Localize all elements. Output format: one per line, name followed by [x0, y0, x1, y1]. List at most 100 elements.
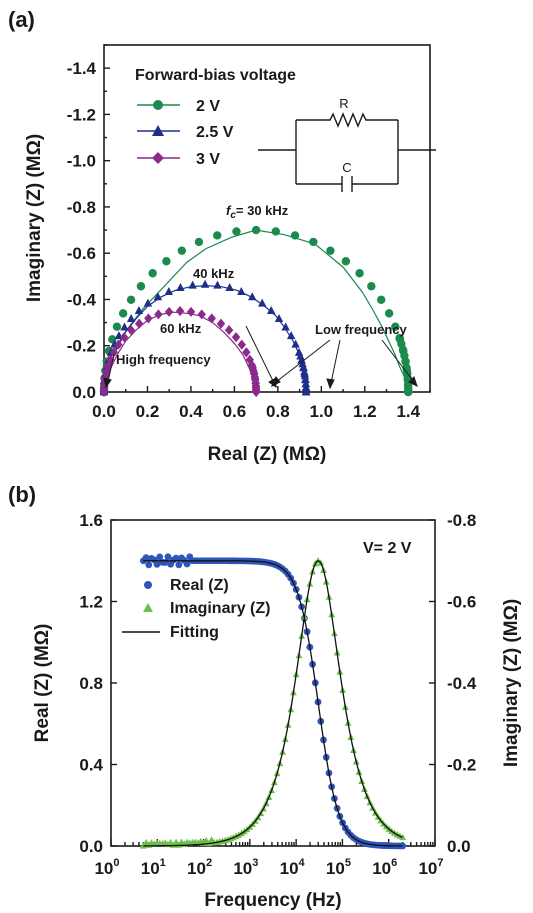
data-point	[207, 313, 216, 324]
fc-value: = 30 kHz	[236, 203, 289, 218]
data-point	[291, 339, 300, 348]
x-tick-label: 106	[372, 857, 397, 878]
data-point	[143, 298, 153, 307]
x-tick-exponent: 5	[345, 857, 351, 869]
legend-label-3v: 3 V	[196, 151, 220, 168]
y-tick-label: -0.2	[67, 337, 96, 356]
legend-marker-imaginary	[143, 603, 153, 612]
data-point	[248, 292, 257, 301]
panel-b-plot-frame	[110, 519, 436, 847]
legend-label-imaginary: Imaginary (Z)	[170, 600, 270, 617]
x-tick-exponent: 1	[160, 857, 166, 869]
x-tick-base: 10	[280, 859, 299, 878]
data-point-real	[175, 561, 183, 569]
panel-a-y-axis-label: Imaginary (Z) (MΩ)	[24, 134, 45, 302]
data-point	[251, 225, 261, 235]
data-point	[213, 231, 222, 240]
data-point-real	[183, 560, 191, 568]
data-point	[200, 279, 210, 288]
arrow-low-3v	[275, 339, 331, 383]
y-tick-label: 0.4	[79, 756, 103, 775]
legend-entry-3v: 3 V	[137, 151, 220, 168]
annotation-low-frequency: Low frequency	[315, 322, 408, 337]
data-point-real	[153, 560, 161, 568]
data-point	[341, 257, 351, 266]
data-point	[403, 381, 413, 391]
data-point	[101, 368, 111, 379]
data-point	[237, 339, 246, 350]
x-tick-label: 1.0	[310, 402, 334, 421]
panel-b-right-y-axis-label: Imaginary (Z) (MΩ)	[501, 599, 522, 767]
annotation-arrows	[103, 325, 418, 390]
x-tick-label: 0.8	[266, 402, 290, 421]
data-point	[404, 387, 413, 397]
series-real-z	[139, 553, 407, 850]
panel-b-y-axis-label: Real (Z) (MΩ)	[32, 624, 53, 743]
arrow-low-2-5v	[330, 339, 341, 384]
panel-b-legend: Real (Z) Imaginary (Z) Fitting	[122, 577, 270, 641]
legend-marker-3v	[152, 152, 164, 164]
legend-marker-2v	[153, 100, 163, 110]
data-point	[245, 354, 255, 365]
x-tick-exponent: 4	[299, 857, 306, 869]
data-point	[301, 383, 311, 392]
x-tick-exponent: 7	[437, 857, 443, 869]
panel-a-plot-frame	[103, 44, 431, 393]
data-point-real	[399, 842, 407, 850]
data-point	[148, 269, 157, 278]
data-point	[266, 306, 276, 315]
data-point	[231, 332, 241, 343]
y-tick-label: -0.4	[67, 290, 97, 309]
x-tick-base: 10	[233, 859, 252, 878]
data-point	[242, 347, 251, 358]
data-point	[153, 292, 163, 301]
data-point	[126, 325, 136, 336]
fitting-real-line	[143, 560, 403, 847]
data-point	[301, 375, 310, 384]
data-point	[109, 347, 118, 358]
data-point	[326, 246, 335, 255]
data-point	[281, 322, 290, 331]
data-point	[271, 227, 281, 236]
data-point	[186, 306, 196, 317]
data-point	[112, 322, 122, 331]
legend-label-fitting: Fitting	[170, 624, 219, 641]
legend-entry-2v: 2 V	[137, 98, 220, 115]
x-tick-label: 1.4	[396, 402, 420, 421]
data-point	[376, 295, 386, 304]
data-point	[355, 269, 364, 278]
fc-symbol: f	[226, 203, 232, 218]
y-tick-label: 1.6	[79, 511, 103, 530]
x-tick-exponent: 0	[113, 857, 119, 869]
data-point-real	[156, 553, 164, 561]
data-point	[395, 333, 404, 343]
data-point	[164, 306, 174, 317]
data-point	[224, 325, 234, 336]
data-point-real	[145, 561, 153, 569]
panel-a-label: (a)	[8, 7, 35, 32]
data-point	[176, 283, 185, 292]
panel-a-x-axis-label: Real (Z) (MΩ)	[208, 444, 327, 465]
data-point	[286, 331, 296, 340]
data-point	[175, 305, 185, 317]
panel-a-ticks: 0.0 0.2 0.4 0.6 0.8 1.0 1.2 1.4 0.0 -0.2 -0.4 -0.6 -…	[67, 44, 431, 421]
data-point	[144, 313, 153, 324]
arrowhead-low-2v	[408, 376, 418, 387]
annotation-40khz: 40 kHz	[193, 266, 235, 281]
legend-label-2v: 2 V	[196, 98, 220, 115]
resistor-symbol	[296, 112, 398, 128]
annotation-60khz: 60 kHz	[160, 321, 202, 336]
x-tick-label: 0.4	[179, 402, 203, 421]
legend-marker-real	[144, 581, 152, 589]
data-point	[367, 282, 376, 291]
arrowhead-low-3v	[270, 376, 281, 388]
x-tick-label: 0.6	[223, 402, 247, 421]
panel-a-series	[99, 225, 413, 398]
data-point	[136, 282, 146, 291]
y-tick-label: 1.2	[79, 593, 103, 612]
data-point	[296, 351, 305, 360]
data-point	[188, 280, 197, 289]
y-tick-label: -1.2	[67, 105, 96, 124]
panel-b-series	[139, 553, 407, 850]
